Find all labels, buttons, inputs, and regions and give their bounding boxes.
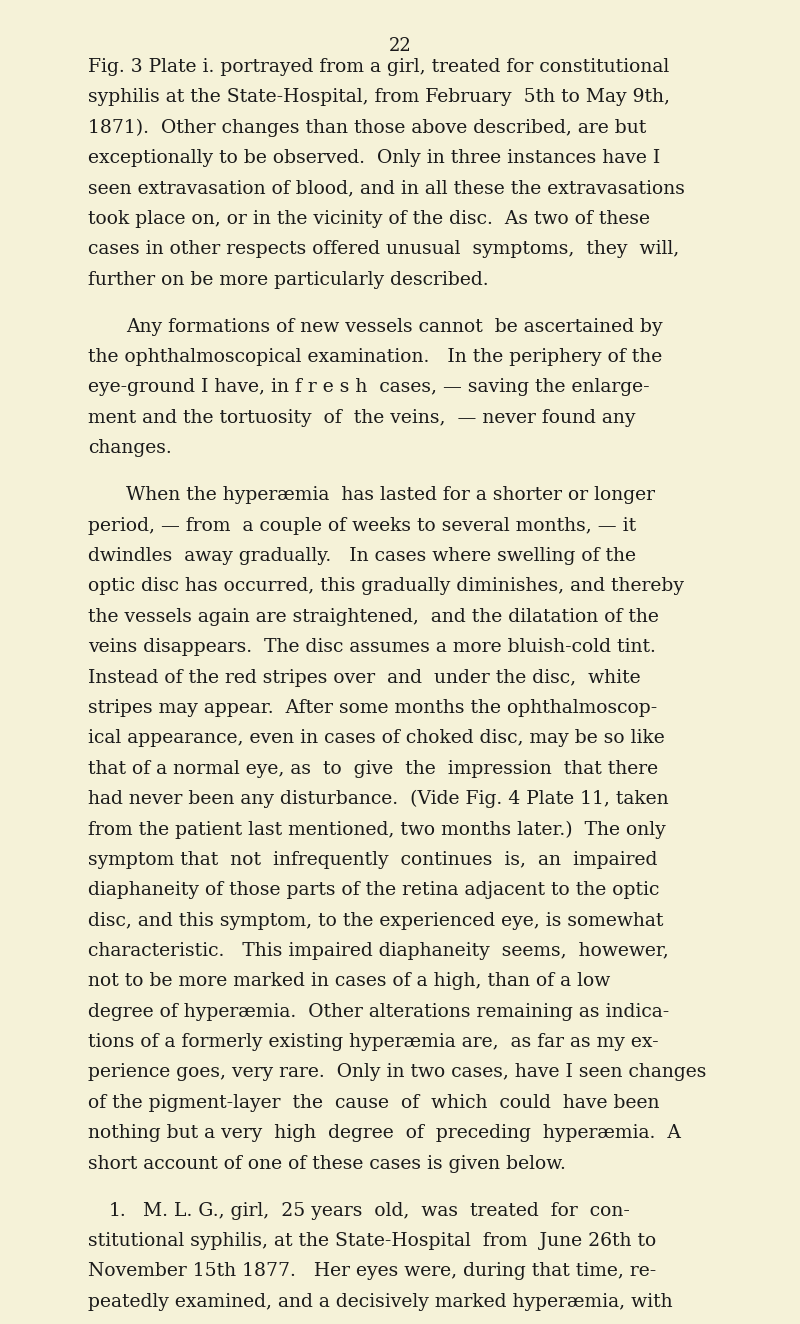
- Text: November 15th 1877.   Her eyes were, during that time, re-: November 15th 1877. Her eyes were, durin…: [88, 1262, 656, 1280]
- Text: characteristic.   This impaired diaphaneity  seems,  howewer,: characteristic. This impaired diaphaneit…: [88, 941, 669, 960]
- Text: Instead of the red stripes over  and  under the disc,  white: Instead of the red stripes over and unde…: [88, 669, 641, 687]
- Text: took place on, or in the vicinity of the disc.  As two of these: took place on, or in the vicinity of the…: [88, 211, 650, 228]
- Text: perience goes, very rare.  Only in two cases, have I seen changes: perience goes, very rare. Only in two ca…: [88, 1063, 706, 1082]
- Text: ical appearance, even in cases of choked disc, may be so like: ical appearance, even in cases of choked…: [88, 730, 665, 747]
- Text: short account of one of these cases is given below.: short account of one of these cases is g…: [88, 1155, 566, 1173]
- Text: stitutional syphilis, at the State-Hospital  from  June 26th to: stitutional syphilis, at the State-Hospi…: [88, 1233, 656, 1250]
- Text: the vessels again are straightened,  and the dilatation of the: the vessels again are straightened, and …: [88, 608, 659, 626]
- Text: had never been any disturbance.  (Vide Fig. 4 Plate 11, taken: had never been any disturbance. (Vide Fi…: [88, 790, 669, 808]
- Text: 1871).  Other changes than those above described, are but: 1871). Other changes than those above de…: [88, 119, 646, 136]
- Text: optic disc has occurred, this gradually diminishes, and thereby: optic disc has occurred, this gradually …: [88, 577, 684, 596]
- Text: 22: 22: [389, 37, 411, 56]
- Text: dwindles  away gradually.   In cases where swelling of the: dwindles away gradually. In cases where …: [88, 547, 636, 565]
- Text: syphilis at the State-Hospital, from February  5th to May 9th,: syphilis at the State-Hospital, from Feb…: [88, 89, 670, 106]
- Text: tions of a formerly existing hyperæmia are,  as far as my ex-: tions of a formerly existing hyperæmia a…: [88, 1033, 658, 1051]
- Text: peatedly examined, and a decisively marked hyperæmia, with: peatedly examined, and a decisively mark…: [88, 1292, 673, 1311]
- Text: seen extravasation of blood, and in all these the extravasations: seen extravasation of blood, and in all …: [88, 180, 685, 197]
- Text: degree of hyperæmia.  Other alterations remaining as indica-: degree of hyperæmia. Other alterations r…: [88, 1002, 670, 1021]
- Text: cases in other respects offered unusual  symptoms,  they  will,: cases in other respects offered unusual …: [88, 240, 679, 258]
- Text: diaphaneity of those parts of the retina adjacent to the optic: diaphaneity of those parts of the retina…: [88, 882, 659, 899]
- Text: symptom that  not  infrequently  continues  is,  an  impaired: symptom that not infrequently continues …: [88, 851, 658, 869]
- Text: eye-ground I have, in f r e s h  cases, — saving the enlarge-: eye-ground I have, in f r e s h cases, —…: [88, 379, 650, 396]
- Text: disc, and this symptom, to the experienced eye, is somewhat: disc, and this symptom, to the experienc…: [88, 911, 663, 929]
- Text: the ophthalmoscopical examination.   In the periphery of the: the ophthalmoscopical examination. In th…: [88, 348, 662, 365]
- Text: Any formations of new vessels cannot  be ascertained by: Any formations of new vessels cannot be …: [126, 318, 662, 336]
- Text: Fig. 3 Plate i. portrayed from a girl, treated for constitutional: Fig. 3 Plate i. portrayed from a girl, t…: [88, 58, 670, 75]
- Text: not to be more marked in cases of a high, than of a low: not to be more marked in cases of a high…: [88, 972, 610, 990]
- Text: period, — from  a couple of weeks to several months, — it: period, — from a couple of weeks to seve…: [88, 516, 636, 535]
- Text: ment and the tortuosity  of  the veins,  — never found any: ment and the tortuosity of the veins, — …: [88, 409, 635, 426]
- Text: further on be more particularly described.: further on be more particularly describe…: [88, 270, 489, 289]
- Text: changes.: changes.: [88, 440, 172, 457]
- Text: When the hyperæmia  has lasted for a shorter or longer: When the hyperæmia has lasted for a shor…: [126, 486, 655, 504]
- Text: of the pigment-layer  the  cause  of  which  could  have been: of the pigment-layer the cause of which …: [88, 1094, 659, 1112]
- Text: exceptionally to be observed.  Only in three instances have I: exceptionally to be observed. Only in th…: [88, 150, 660, 167]
- Text: from the patient last mentioned, two months later.)  The only: from the patient last mentioned, two mon…: [88, 821, 666, 838]
- Text: nothing but a very  high  degree  of  preceding  hyperæmia.  A: nothing but a very high degree of preced…: [88, 1124, 681, 1143]
- Text: that of a normal eye, as  to  give  the  impression  that there: that of a normal eye, as to give the imp…: [88, 760, 658, 777]
- Text: M. L. G., girl,  25 years  old,  was  treated  for  con-: M. L. G., girl, 25 years old, was treate…: [143, 1202, 630, 1219]
- Text: veins disappears.  The disc assumes a more bluish-cold tint.: veins disappears. The disc assumes a mor…: [88, 638, 656, 657]
- Text: stripes may appear.  After some months the ophthalmoscop-: stripes may appear. After some months th…: [88, 699, 658, 716]
- Text: 1.: 1.: [109, 1202, 126, 1219]
